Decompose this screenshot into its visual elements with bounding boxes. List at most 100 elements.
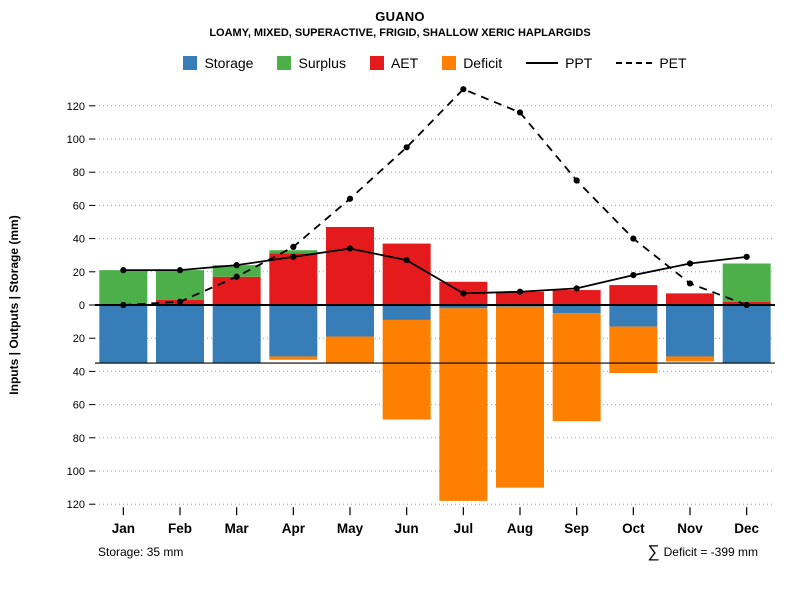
ppt-point-sep — [573, 285, 580, 292]
bar-storage-jul — [439, 305, 488, 309]
month-label-may: May — [337, 521, 364, 536]
bar-storage-dec — [722, 305, 771, 364]
y-tick-label: 100 — [67, 134, 85, 146]
pet-point-may — [346, 195, 354, 202]
ppt-point-nov — [686, 260, 694, 267]
pet-point-jul — [460, 86, 467, 93]
ppt-point-apr — [290, 253, 297, 260]
month-label-jan: Jan — [112, 521, 135, 536]
month-label-nov: Nov — [677, 521, 703, 536]
bar-aet-nov — [666, 293, 714, 305]
bar-storage-feb — [156, 305, 204, 364]
legend-label-surplus: Surplus — [298, 55, 346, 71]
legend-item-storage: Storage — [183, 55, 253, 71]
ppt-line — [123, 247, 747, 295]
y-tick-label: 80 — [73, 167, 85, 179]
bar-aet-aug — [496, 291, 544, 305]
summation-icon: ∑ — [647, 542, 660, 561]
legend-item-deficit: Deficit — [442, 55, 502, 71]
deficit-note-text: Deficit = -399 mm — [663, 545, 758, 559]
bar-aet-apr — [269, 253, 318, 305]
pet-point-mar — [233, 273, 240, 280]
bar-deficit-nov — [666, 356, 714, 362]
storage-swatch-icon — [183, 56, 198, 70]
bar-aet-mar — [212, 276, 261, 305]
chart-legend: Storage Surplus AET Deficit PPT PET — [70, 55, 800, 71]
deficit-note: ∑ Deficit = -399 mm — [648, 541, 758, 561]
ppt-point-jul — [460, 290, 467, 297]
bar-deficit-aug — [496, 306, 544, 488]
month-label-oct: Oct — [622, 521, 645, 536]
y-tick-label: 20 — [73, 333, 85, 345]
bar-aet-oct — [609, 285, 658, 305]
bar-storage-nov — [666, 305, 714, 357]
legend-item-surplus: Surplus — [277, 55, 346, 71]
legend-label-ppt: PPT — [565, 55, 593, 71]
legend-item-ppt: PPT — [526, 55, 592, 71]
surplus-swatch-icon — [277, 56, 292, 70]
legend-label-deficit: Deficit — [463, 55, 503, 71]
month-label-dec: Dec — [734, 521, 759, 536]
bar-storage-may — [326, 305, 374, 337]
page-subtitle: LOAMY, MIXED, SUPERACTIVE, FRIGID, SHALL… — [209, 27, 591, 39]
y-tick-label: 120 — [67, 101, 85, 113]
y-tick-label: 100 — [67, 466, 85, 478]
bar-storage-sep — [552, 305, 601, 314]
bar-surplus-mar — [212, 265, 261, 277]
bar-surplus-dec — [722, 263, 771, 302]
bar-deficit-jul — [439, 308, 488, 501]
ppt-point-dec — [743, 253, 750, 260]
month-label-jul: Jul — [454, 521, 474, 536]
pet-point-aug — [516, 109, 524, 116]
bar-storage-jan — [99, 305, 148, 364]
page-title: GUANO — [375, 9, 425, 24]
bar-storage-mar — [212, 305, 261, 364]
bar-surplus-jan — [99, 270, 148, 305]
bar-deficit-apr — [269, 356, 318, 360]
y-tick-label: 20 — [73, 267, 85, 279]
bar-aet-jun — [382, 243, 431, 305]
month-label-jun: Jun — [395, 521, 419, 536]
bar-deficit-may — [326, 336, 374, 364]
solid-line-icon — [526, 62, 559, 64]
y-tick-label: 120 — [67, 499, 85, 511]
month-label-sep: Sep — [564, 521, 589, 536]
legend-item-pet: PET — [616, 55, 687, 71]
ppt-point-mar — [233, 262, 240, 269]
ppt-point-aug — [516, 288, 524, 295]
bar-aet-sep — [552, 290, 601, 305]
month-label-mar: Mar — [225, 521, 250, 536]
pet-point-dec — [743, 301, 750, 309]
pet-point-oct — [630, 235, 637, 242]
y-tick-label: 80 — [73, 433, 85, 445]
month-label-apr: Apr — [282, 521, 306, 536]
bar-deficit-jun — [382, 319, 431, 420]
y-tick-label: 60 — [73, 400, 85, 412]
legend-label-pet: PET — [659, 55, 687, 71]
bar-storage-jun — [382, 305, 431, 320]
bar-surplus-feb — [156, 270, 204, 301]
bar-storage-oct — [609, 305, 658, 327]
pet-point-feb — [176, 298, 184, 305]
month-label-aug: Aug — [507, 521, 533, 536]
bar-surplus-apr — [269, 250, 318, 254]
pet-point-jun — [403, 144, 410, 151]
y-tick-label: 0 — [79, 300, 85, 312]
ppt-point-may — [346, 245, 354, 252]
ppt-point-jan — [120, 267, 127, 274]
deficit-swatch-icon — [442, 56, 457, 70]
legend-label-storage: Storage — [204, 55, 254, 71]
pet-point-nov — [686, 280, 694, 287]
ppt-point-jun — [403, 257, 410, 264]
chart-footer: Storage: 35 mm ∑ Deficit = -399 mm — [0, 541, 800, 561]
y-axis-label: Inputs | Outputs | Storage (mm) — [7, 215, 21, 394]
storage-note: Storage: 35 mm — [98, 545, 184, 559]
legend-item-aet: AET — [369, 55, 418, 71]
pet-point-apr — [290, 243, 297, 250]
y-tick-label: 40 — [73, 234, 85, 246]
bar-deficit-sep — [552, 313, 601, 422]
pet-point-jan — [120, 301, 127, 309]
y-tick-label: 40 — [73, 366, 85, 378]
bar-storage-apr — [269, 305, 318, 357]
y-tick-label: 60 — [73, 200, 85, 212]
